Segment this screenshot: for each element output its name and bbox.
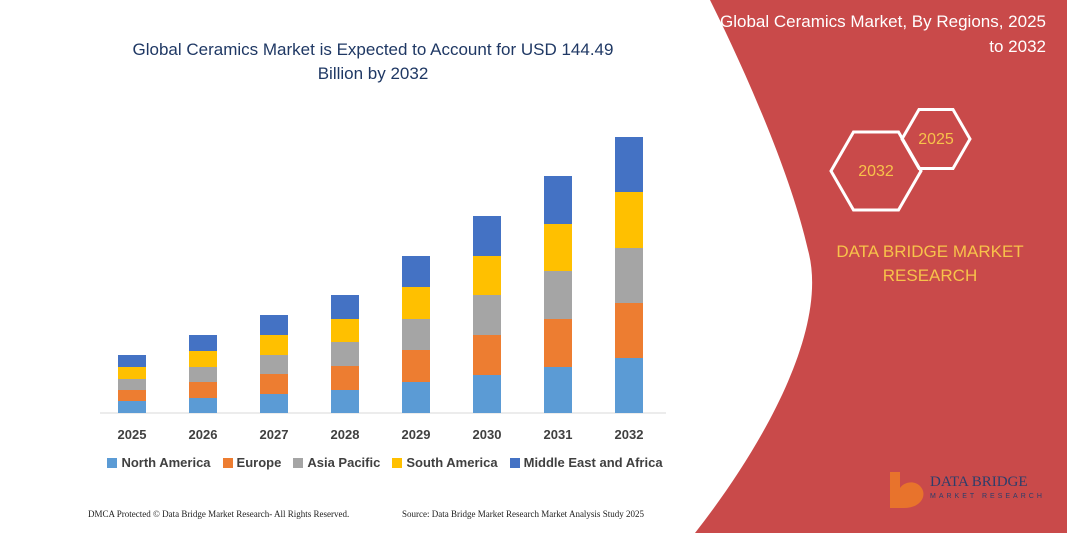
bar-segment (260, 355, 288, 374)
legend-label: North America (121, 455, 211, 470)
legend-item: North America (107, 455, 211, 470)
logo-text: DATA BRIDGE (930, 474, 1028, 490)
bar-segment (402, 287, 430, 319)
x-tick-label: 2028 (331, 427, 360, 442)
bar-segment (473, 375, 501, 413)
bar-segment (189, 351, 217, 367)
bar-segment (118, 390, 146, 401)
footer-left: DMCA Protected © Data Bridge Market Rese… (88, 509, 350, 519)
bar-segment (615, 303, 643, 358)
x-tick-label: 2026 (189, 427, 218, 442)
x-tick-label: 2029 (402, 427, 431, 442)
bar-segment (331, 342, 359, 366)
bar-segment (544, 319, 572, 367)
logo-icon (890, 472, 924, 508)
legend-item: Asia Pacific (293, 455, 380, 470)
hex-label: 2032 (858, 163, 894, 180)
x-tick-label: 2025 (118, 427, 147, 442)
red-panel (695, 0, 1067, 533)
x-tick-label: 2031 (544, 427, 573, 442)
hexagon (829, 130, 923, 212)
bar-segment (615, 192, 643, 248)
bar-segment (473, 335, 501, 375)
logo-subtext: MARKET RESEARCH (930, 493, 1045, 500)
bar-segment (473, 216, 501, 256)
legend-swatch (392, 457, 403, 468)
bar-segment (615, 358, 643, 413)
bar-segment (118, 379, 146, 390)
hexagon (900, 108, 972, 170)
panel-title: Global Ceramics Market, By Regions, 2025… (720, 12, 1046, 56)
bar-segment (260, 394, 288, 413)
bar-segment (402, 382, 430, 413)
legend-label: Asia Pacific (307, 455, 381, 470)
bar-segment (189, 382, 217, 398)
bar-segment (473, 295, 501, 335)
legend-swatch (293, 457, 304, 468)
bar-segment (260, 374, 288, 394)
bar-segment (118, 367, 146, 379)
bar-segment (118, 355, 146, 367)
bar-segment (189, 367, 217, 382)
bar-segment (260, 315, 288, 335)
chart-title: Global Ceramics Market is Expected to Ac… (132, 40, 614, 83)
bar-segment (402, 319, 430, 350)
bar-segment (331, 295, 359, 319)
hex-label: 2025 (918, 131, 954, 148)
legend-label: Europe (236, 455, 282, 470)
bar-segment (544, 224, 572, 271)
bar-segment (473, 256, 501, 295)
bar-segment (544, 176, 572, 224)
bars: 2025 2026 2027 2028 2029 2030 2031 2032 (118, 137, 644, 442)
x-tick-label: 2032 (615, 427, 644, 442)
bar-segment (331, 366, 359, 390)
bar-segment (331, 319, 359, 342)
legend-swatch (509, 457, 520, 468)
bar-segment (615, 248, 643, 303)
bar-segment (615, 137, 643, 192)
bar-segment (118, 401, 146, 413)
legend-item: Europe (222, 455, 282, 470)
bar-segment (260, 335, 288, 355)
bar-segment (544, 367, 572, 413)
footer-right: Source: Data Bridge Market Research Mark… (402, 509, 644, 519)
x-tick-label: 2027 (260, 427, 289, 442)
bar-segment (402, 256, 430, 287)
x-tick-label: 2030 (473, 427, 502, 442)
bar-segment (331, 390, 359, 413)
bar-segment (189, 335, 217, 351)
legend: North America Europe Asia Pacific South Ame… (60, 455, 710, 470)
legend-label: Middle East and Africa (523, 455, 663, 470)
legend-label: South America (406, 455, 498, 470)
bar-segment (544, 271, 572, 319)
bar-segment (402, 350, 430, 382)
legend-swatch (107, 457, 118, 468)
legend-item: South America (392, 455, 498, 470)
bar-segment (189, 398, 217, 413)
legend-swatch (222, 457, 233, 468)
brand: DATA BRIDGE MARKET RESEARCH (836, 242, 1024, 285)
legend-item: Middle East and Africa (509, 455, 663, 470)
